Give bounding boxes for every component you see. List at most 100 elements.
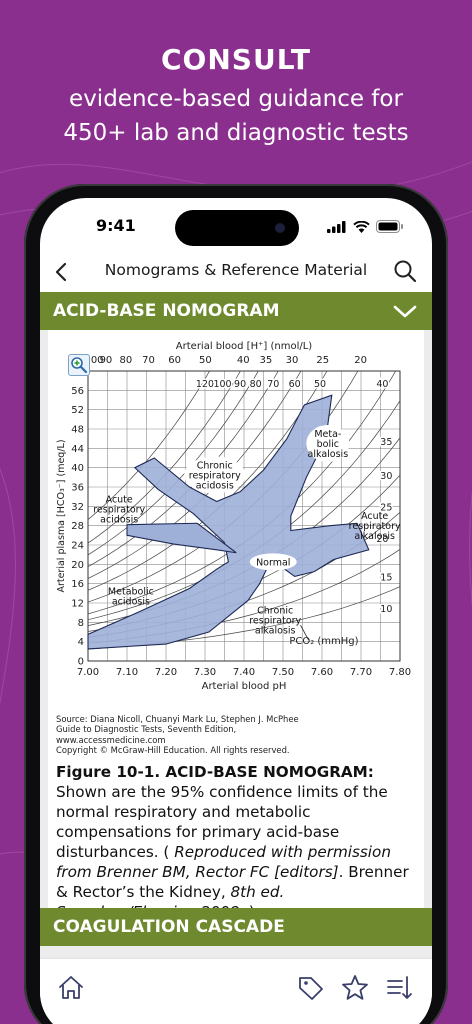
top-tick-label: 20 [354, 355, 367, 366]
caption-plain-2: . Brenner & Rector’s the Kidney, [56, 863, 409, 901]
isobar-label: 35 [380, 437, 392, 448]
y-tick-label: 32 [71, 502, 84, 513]
region-label: Normal [256, 557, 290, 568]
isobar-label: 10 [380, 604, 392, 615]
sort-icon[interactable] [384, 973, 414, 1003]
y-tick-label: 52 [71, 405, 84, 416]
section-title-acid-base: ACID-BASE NOMOGRAM [53, 301, 280, 321]
isobar-label: 40 [376, 379, 388, 390]
y-tick-label: 20 [71, 560, 84, 571]
zoom-in-button[interactable] [68, 354, 90, 376]
pco2-isobar [88, 371, 302, 579]
caption-figure-label: Figure 10-1. ACID-BASE NOMOGRAM: [56, 763, 374, 781]
isobar-label: 25 [380, 502, 392, 513]
bottom-tab-bar [40, 958, 432, 1024]
y-tick-label: 56 [71, 386, 84, 397]
top-tick-label: 90 [100, 355, 113, 366]
status-bar: 9:41 [40, 198, 432, 252]
region-label: Metabolic acidosis [108, 586, 154, 607]
top-tick-label: 25 [316, 355, 329, 366]
pco2-isobar [88, 371, 241, 544]
top-tick-label: 35 [259, 355, 272, 366]
y-tick-label: 16 [71, 579, 84, 590]
pco2-isobar [88, 371, 279, 568]
isobar-label: 90 [234, 379, 246, 390]
phone-screen: 9:41 Nomograms & Referenc [40, 198, 432, 1024]
region-label: Acute respiratory acidosis [93, 494, 145, 525]
x-tick-label: 7.10 [116, 667, 138, 678]
isobar-label: 60 [289, 379, 301, 390]
top-axis-label: Arterial blood [H⁺] (nmol/L) [176, 341, 312, 352]
promo-subtitle-line1: evidence-based guidance for [69, 86, 403, 112]
y-tick-label: 0 [78, 657, 84, 668]
top-tick-label: 100 [84, 355, 103, 366]
top-tick-label: 50 [199, 355, 212, 366]
pco2-label: PCO₂ (mmHg) [289, 636, 358, 647]
content-area: ACID-BASE NOMOGRAM Arterial blood [H⁺] (… [40, 292, 432, 958]
region-label: Acute respiratory alkalosis [349, 511, 401, 542]
dynamic-island [175, 210, 299, 246]
pco2-isobar [88, 371, 210, 521]
isobar-label: 50 [314, 379, 326, 390]
promo-subtitle-line2: 450+ lab and diagnostic tests [63, 120, 409, 146]
x-axis-label: Arterial blood pH [202, 681, 287, 692]
y-tick-label: 4 [78, 637, 84, 648]
region-label-bg [249, 553, 297, 571]
nomogram-card: Arterial blood [H⁺] (nmol/L) 100 90 80 70 60 5… [48, 330, 424, 921]
isobar-label: 20 [376, 534, 388, 545]
tag-icon[interactable] [296, 973, 326, 1003]
y-tick-label: 48 [71, 425, 84, 436]
y-tick-label: 44 [71, 444, 84, 455]
isobar-label: 80 [250, 379, 262, 390]
region-label: Chronic respiratory alkalosis [249, 605, 301, 636]
caption-body: Shown are the 95% confidence limits of t… [56, 783, 388, 861]
cellular-signal-icon [327, 220, 346, 233]
top-tick-label: 80 [119, 355, 132, 366]
caption-italic-1: Reproduced with permission from Brenner … [56, 843, 391, 881]
region-label: Meta-bolic alkalosis [308, 429, 349, 460]
y-tick-label: 24 [71, 541, 84, 552]
y-axis-label: Arterial plasma [HCO₃⁻] (meq/L) [56, 439, 67, 592]
chevron-down-icon[interactable] [392, 304, 418, 320]
isobar-label: 70 [267, 379, 279, 390]
home-icon[interactable] [56, 973, 86, 1003]
x-tick-label: 7.50 [272, 667, 294, 678]
top-tick-label: 60 [168, 355, 181, 366]
page-title: Nomograms & Reference Material [104, 261, 368, 279]
navigation-bar: Nomograms & Reference Material [40, 252, 432, 292]
status-time: 9:41 [96, 216, 136, 235]
pco2-isobar [88, 371, 328, 591]
isobar-label: 100 [213, 379, 231, 390]
x-tick-label: 7.30 [194, 667, 216, 678]
compensation-band [87, 394, 370, 650]
promo-header: CONSULT evidence-based guidance for 450+… [0, 40, 472, 150]
figure-caption: Figure 10-1. ACID-BASE NOMOGRAM: Shown a… [56, 762, 422, 922]
section-header-acid-base[interactable]: ACID-BASE NOMOGRAM [40, 292, 432, 330]
y-tick-label: 40 [71, 463, 84, 474]
wifi-icon [353, 220, 370, 233]
acute-acidosis-band [126, 522, 237, 554]
isobar-label: 30 [380, 471, 392, 482]
y-tick-label: 28 [71, 521, 84, 532]
search-icon[interactable] [392, 258, 418, 284]
promo-title: CONSULT [161, 43, 311, 76]
back-chevron-icon[interactable] [50, 258, 74, 286]
pco2-pointer-line [300, 625, 309, 640]
pco2-isobar [88, 371, 259, 556]
section-header-coagulation[interactable]: COAGULATION CASCADE [40, 908, 432, 946]
region-label: Chronic respiratory acidosis [189, 460, 241, 491]
x-tick-label: 7.40 [233, 667, 255, 678]
star-icon[interactable] [340, 973, 370, 1003]
x-tick-label: 7.60 [311, 667, 333, 678]
top-tick-label: 40 [237, 355, 250, 366]
y-tick-label: 36 [71, 483, 84, 494]
y-tick-label: 8 [78, 618, 84, 629]
isobar-label: 120 [196, 379, 214, 390]
y-tick-label: 12 [71, 599, 84, 610]
figure-source: Source: Diana Nicoll, Chuanyi Mark Lu, S… [56, 714, 299, 756]
x-tick-label: 7.00 [77, 667, 99, 678]
x-tick-label: 7.80 [389, 667, 411, 678]
battery-icon [376, 220, 403, 233]
status-icons [327, 220, 404, 233]
